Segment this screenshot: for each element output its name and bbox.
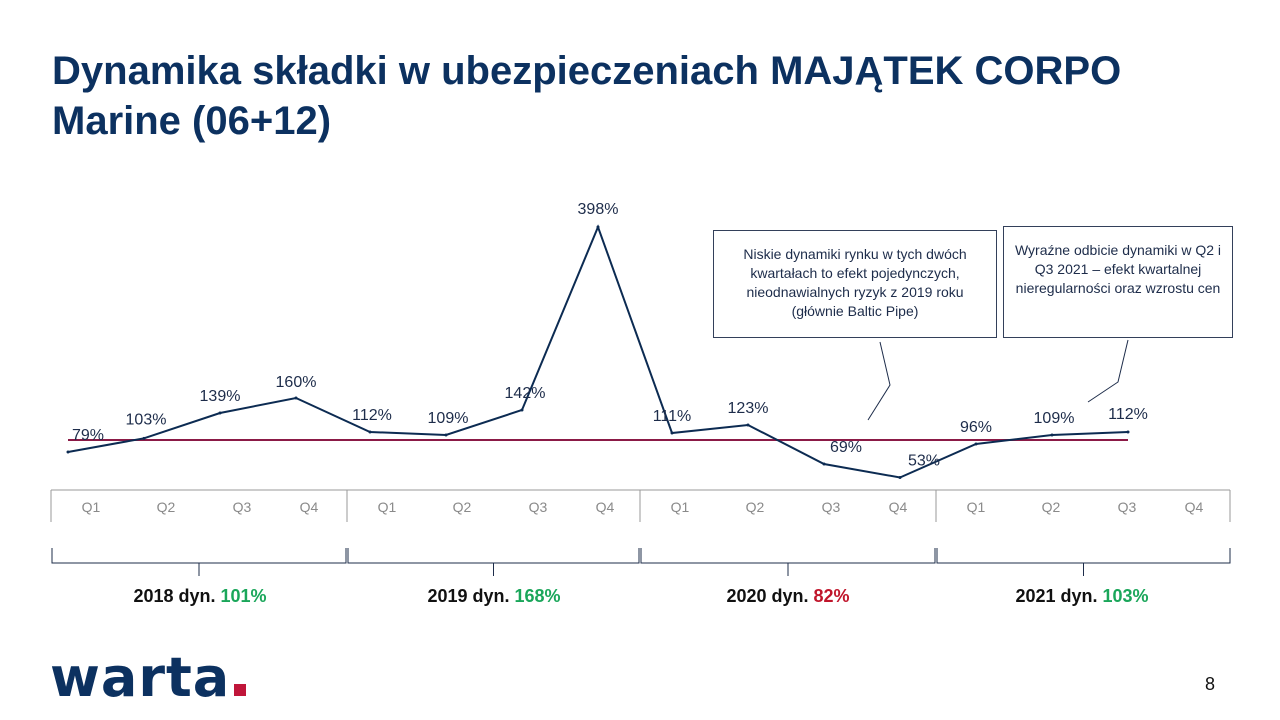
data-label: 398% — [578, 201, 619, 218]
annotation-low-dynamics: Niskie dynamiki rynku w tych dwóch kwart… — [713, 230, 997, 338]
tick-label: Q1 — [82, 499, 101, 515]
data-point — [218, 411, 222, 415]
data-point — [822, 462, 826, 466]
data-label: 139% — [200, 388, 241, 405]
tick-label: Q4 — [889, 499, 908, 515]
data-label: 79% — [72, 427, 104, 444]
data-point — [444, 433, 448, 437]
data-label: 123% — [728, 400, 769, 417]
data-label: 109% — [1034, 410, 1075, 427]
data-point — [294, 396, 298, 400]
page-title: Dynamika składki w ubezpieczeniach MAJĄT… — [52, 49, 1122, 143]
data-point — [1126, 430, 1130, 434]
year-summary-value: 103% — [1102, 586, 1149, 606]
year-summary-value: 101% — [220, 586, 267, 606]
data-label: 112% — [352, 407, 392, 424]
year-bracket-2020 — [640, 548, 936, 576]
data-label: 142% — [505, 385, 546, 402]
data-point — [520, 408, 524, 412]
callout-connector-1 — [867, 341, 891, 421]
warta-logo: warta — [50, 646, 247, 709]
year-summary-label: 2021 dyn. — [1015, 586, 1098, 606]
year-summary-label: 2018 dyn. — [133, 586, 216, 606]
year-summary-value: 82% — [813, 586, 850, 606]
tick-label: Q2 — [1042, 499, 1061, 515]
data-label: 112% — [1108, 406, 1148, 423]
data-point — [898, 475, 902, 479]
data-point — [1050, 433, 1054, 437]
data-point — [670, 431, 674, 435]
year-bracket-2021 — [936, 548, 1231, 576]
data-label: 111% — [653, 408, 692, 425]
data-label: 96% — [960, 419, 992, 436]
year-bracket-2019 — [347, 548, 640, 576]
tick-label: Q3 — [529, 499, 548, 515]
page-number: 8 — [1205, 674, 1216, 694]
year-summary-2018: 2018 dyn. 101% — [54, 586, 346, 607]
logo-dot-icon — [234, 684, 247, 696]
year-summary-2020: 2020 dyn. 82% — [642, 586, 934, 607]
callout-connector-2 — [1087, 339, 1129, 403]
tick-label: Q4 — [300, 499, 319, 515]
data-label: 53% — [908, 452, 940, 469]
tick-label: Q4 — [1185, 499, 1204, 515]
data-label: 109% — [428, 410, 469, 427]
year-summary-value: 168% — [514, 586, 561, 606]
tick-label: Q2 — [453, 499, 472, 515]
tick-label: Q1 — [967, 499, 986, 515]
data-point — [746, 423, 750, 427]
year-summary-label: 2019 dyn. — [427, 586, 510, 606]
data-point — [66, 450, 70, 454]
tick-label: Q3 — [1118, 499, 1137, 515]
year-bracket-2018 — [51, 548, 347, 576]
tick-label: Q4 — [596, 499, 615, 515]
tick-label: Q1 — [378, 499, 397, 515]
year-summary-label: 2020 dyn. — [726, 586, 809, 606]
annotation-rebound: Wyraźne odbicie dynamiki w Q2 i Q3 2021 … — [1003, 226, 1233, 338]
data-label: 160% — [276, 374, 317, 391]
tick-label: Q1 — [671, 499, 690, 515]
year-summary-2021: 2021 dyn. 103% — [936, 586, 1228, 607]
data-point — [368, 430, 372, 434]
tick-label: Q3 — [233, 499, 252, 515]
year-summary-2019: 2019 dyn. 168% — [348, 586, 640, 607]
logo-text: warta — [50, 646, 231, 709]
tick-label: Q2 — [157, 499, 176, 515]
tick-label: Q3 — [822, 499, 841, 515]
data-label: 69% — [830, 439, 862, 456]
data-point — [596, 225, 600, 229]
tick-label: Q2 — [746, 499, 765, 515]
data-point — [142, 436, 146, 440]
data-label: 103% — [126, 411, 167, 428]
data-point — [974, 442, 978, 446]
